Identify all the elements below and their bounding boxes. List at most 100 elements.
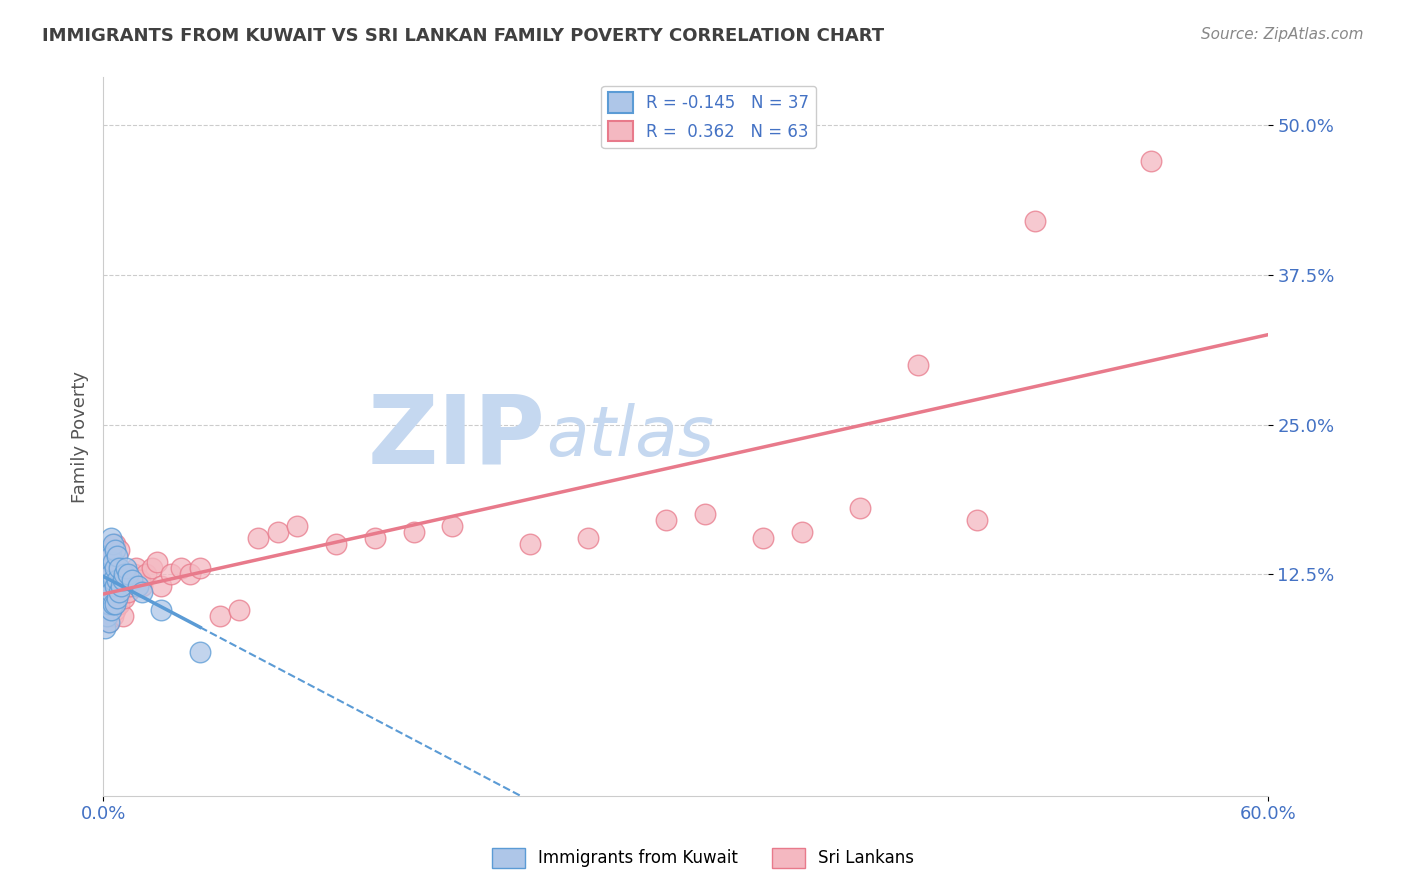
Point [105,549,128,564]
Point [325,537,347,551]
Point [115,579,138,593]
Point [97,561,120,575]
Point [402,525,425,540]
Point [104,597,127,611]
Point [101,555,124,569]
Text: IMMIGRANTS FROM KUWAIT VS SRI LANKAN FAMILY POVERTY CORRELATION CHART: IMMIGRANTS FROM KUWAIT VS SRI LANKAN FAM… [42,27,884,45]
Point [100,567,122,582]
Point [101,555,124,569]
Point [104,603,127,617]
Point [114,591,136,606]
Point [790,525,813,540]
Point [96,561,118,575]
Point [228,603,250,617]
Point [146,555,169,569]
Point [100,549,122,564]
Point [127,579,149,593]
Point [105,574,128,588]
Point [97,615,120,629]
Point [100,574,122,588]
Point [247,532,270,546]
Point [127,579,149,593]
Point [107,561,129,575]
Point [150,579,173,593]
Point [96,609,118,624]
Point [105,597,128,611]
Point [150,603,173,617]
Point [107,585,129,599]
Point [107,597,129,611]
Point [285,519,308,533]
Point [107,574,129,588]
Point [100,585,122,599]
Text: atlas: atlas [546,403,714,470]
Point [267,525,290,540]
Point [849,501,872,516]
Point [131,585,153,599]
Text: Source: ZipAtlas.com: Source: ZipAtlas.com [1201,27,1364,42]
Point [125,561,148,575]
Point [100,603,122,617]
Point [179,567,201,582]
Point [104,561,127,575]
Point [117,585,139,599]
Point [97,615,120,629]
Point [104,537,127,551]
Point [96,574,118,588]
Legend: Immigrants from Kuwait, Sri Lankans: Immigrants from Kuwait, Sri Lankans [485,841,921,875]
Point [1140,154,1163,169]
Point [101,537,124,551]
Point [111,574,134,588]
Point [94,621,117,635]
Point [104,543,127,558]
Point [131,579,153,593]
Point [97,579,120,593]
Point [141,561,163,575]
Point [97,549,120,564]
Point [110,579,132,593]
Point [115,561,138,575]
Point [129,574,152,588]
Point [188,645,211,659]
Point [101,579,124,593]
Legend: R = -0.145   N = 37, R =  0.362   N = 63: R = -0.145 N = 37, R = 0.362 N = 63 [602,86,815,148]
Point [96,609,118,624]
Point [104,579,127,593]
Point [101,597,124,611]
Point [105,567,128,582]
Point [100,603,122,617]
Point [97,585,120,599]
Point [107,543,129,558]
Point [188,561,211,575]
Point [96,549,118,564]
Point [120,579,142,593]
Point [100,532,122,546]
Point [693,508,716,522]
Point [105,591,128,606]
Point [135,567,157,582]
Point [160,567,183,582]
Point [519,537,541,551]
Point [101,574,124,588]
Point [1024,214,1046,228]
Point [576,532,599,546]
Point [121,574,143,588]
Y-axis label: Family Poverty: Family Poverty [72,370,89,502]
Point [121,574,143,588]
Point [208,609,231,624]
Point [101,609,124,624]
Point [966,513,988,527]
Text: ZIP: ZIP [368,390,546,483]
Point [114,567,136,582]
Point [111,609,134,624]
Point [97,597,120,611]
Point [170,561,193,575]
Point [441,519,464,533]
Point [104,579,127,593]
Point [907,358,929,372]
Point [752,532,775,546]
Point [655,513,678,527]
Point [111,574,134,588]
Point [104,561,127,575]
Point [122,567,145,582]
